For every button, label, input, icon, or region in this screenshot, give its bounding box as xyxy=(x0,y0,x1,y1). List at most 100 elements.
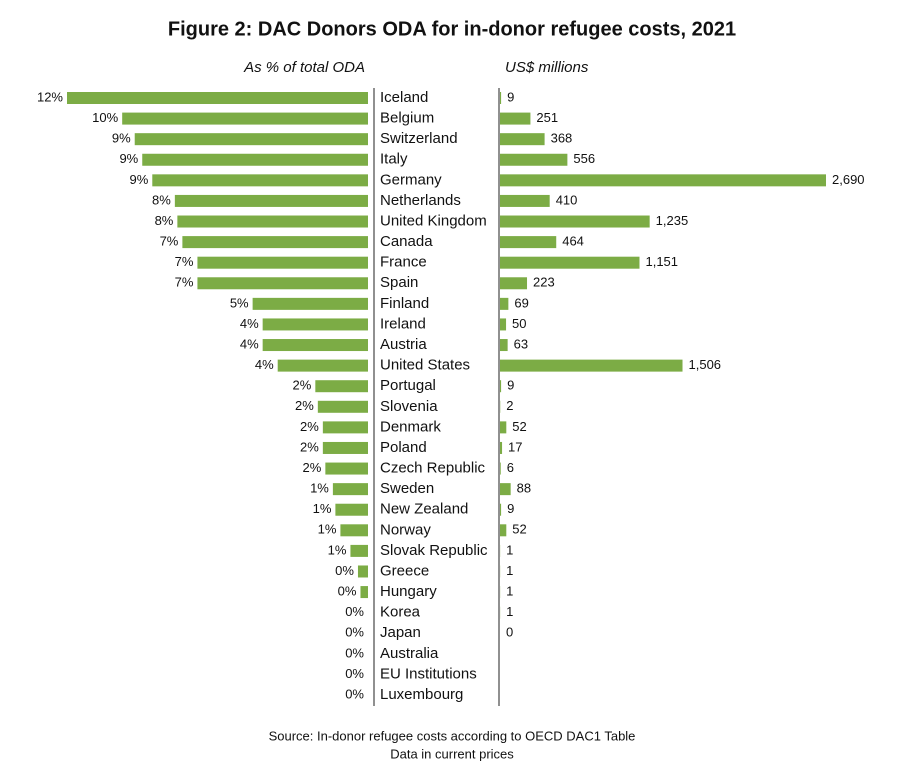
value-label: 12% xyxy=(37,89,63,104)
bar xyxy=(500,462,501,475)
value-label: 1% xyxy=(328,542,347,557)
bar xyxy=(277,359,368,372)
value-label: 52 xyxy=(512,522,526,537)
category-label: Luxembourg xyxy=(380,686,463,703)
value-label: 0% xyxy=(345,645,364,660)
category-label: Canada xyxy=(380,233,433,250)
value-label: 8% xyxy=(155,213,174,228)
category-label: Iceland xyxy=(380,89,428,106)
value-label: 7% xyxy=(160,234,179,249)
bar xyxy=(325,462,368,475)
category-label: Slovak Republic xyxy=(380,542,488,559)
value-label: 52 xyxy=(512,419,526,434)
value-label: 9% xyxy=(119,151,138,166)
bar xyxy=(500,92,502,104)
bar xyxy=(500,112,531,125)
value-label: 9% xyxy=(129,172,148,187)
source: Source: In-donor refugee costs according… xyxy=(269,728,636,743)
value-label: 6 xyxy=(507,460,514,475)
value-label: 2 xyxy=(506,398,513,413)
bar xyxy=(340,524,368,537)
category-label: Belgium xyxy=(380,110,434,127)
value-label: 1,235 xyxy=(656,213,689,228)
bar xyxy=(357,565,368,578)
value-label: 1% xyxy=(310,481,329,496)
value-label: 0% xyxy=(345,625,364,640)
category-label: Denmark xyxy=(380,418,441,435)
category-label: United States xyxy=(380,357,470,374)
left-header: As % of total ODA xyxy=(243,59,365,76)
category-label: France xyxy=(380,254,427,271)
value-label: 5% xyxy=(230,295,249,310)
bar xyxy=(500,359,683,372)
value-label: 4% xyxy=(255,357,274,372)
value-label: 556 xyxy=(573,151,595,166)
bar xyxy=(134,133,368,146)
value-label: 0% xyxy=(345,604,364,619)
value-label: 0% xyxy=(345,666,364,681)
bar xyxy=(500,256,640,269)
chart-title: Figure 2: DAC Donors ODA for in-donor re… xyxy=(168,18,736,40)
value-label: 10% xyxy=(92,110,118,125)
category-label: Poland xyxy=(380,439,427,456)
note: Data in current prices xyxy=(390,746,514,761)
value-label: 0% xyxy=(338,584,357,599)
value-label: 2% xyxy=(293,378,312,393)
bar xyxy=(500,236,557,249)
bar xyxy=(317,400,368,413)
bar xyxy=(500,421,507,434)
bar xyxy=(500,153,568,166)
value-label: 0 xyxy=(506,625,513,640)
category-label: Korea xyxy=(380,604,421,621)
value-label: 368 xyxy=(551,131,573,146)
bar xyxy=(174,194,368,207)
value-label: 8% xyxy=(152,192,171,207)
value-label: 1% xyxy=(313,501,332,516)
category-label: Ireland xyxy=(380,315,426,332)
bar xyxy=(335,503,368,516)
value-label: 9 xyxy=(507,89,514,104)
bar xyxy=(262,339,368,352)
category-label: United Kingdom xyxy=(380,212,487,229)
bar xyxy=(197,256,368,269)
bar xyxy=(262,318,368,331)
category-label: Czech Republic xyxy=(380,460,486,477)
bar xyxy=(500,133,545,146)
category-label: Norway xyxy=(380,521,431,538)
bar xyxy=(315,380,368,393)
value-label: 63 xyxy=(514,336,528,351)
value-label: 1 xyxy=(506,604,513,619)
value-label: 464 xyxy=(562,234,584,249)
category-label: Austria xyxy=(380,336,427,353)
bar xyxy=(67,92,368,104)
bar xyxy=(322,421,368,434)
value-label: 7% xyxy=(175,254,194,269)
bar xyxy=(152,174,368,187)
value-label: 0% xyxy=(335,563,354,578)
bar xyxy=(122,112,368,125)
bar xyxy=(322,441,368,454)
bar xyxy=(500,277,528,290)
value-label: 2% xyxy=(300,419,319,434)
bar xyxy=(177,215,368,228)
bar xyxy=(500,318,507,331)
value-label: 9 xyxy=(507,501,514,516)
bar xyxy=(197,277,368,290)
category-label: Netherlands xyxy=(380,192,461,209)
value-label: 1 xyxy=(506,542,513,557)
bar xyxy=(500,215,650,228)
category-label: Switzerland xyxy=(380,130,458,147)
bar xyxy=(500,380,502,393)
value-label: 88 xyxy=(517,481,531,496)
bar xyxy=(500,483,511,496)
category-label: Sweden xyxy=(380,480,434,497)
value-label: 9% xyxy=(112,131,131,146)
value-label: 17 xyxy=(508,439,522,454)
category-label: Japan xyxy=(380,624,421,641)
category-label: Australia xyxy=(380,645,439,662)
category-label: Germany xyxy=(380,171,442,188)
bar xyxy=(350,544,368,557)
bar xyxy=(500,524,507,537)
bar xyxy=(500,503,502,516)
bar xyxy=(500,441,503,454)
